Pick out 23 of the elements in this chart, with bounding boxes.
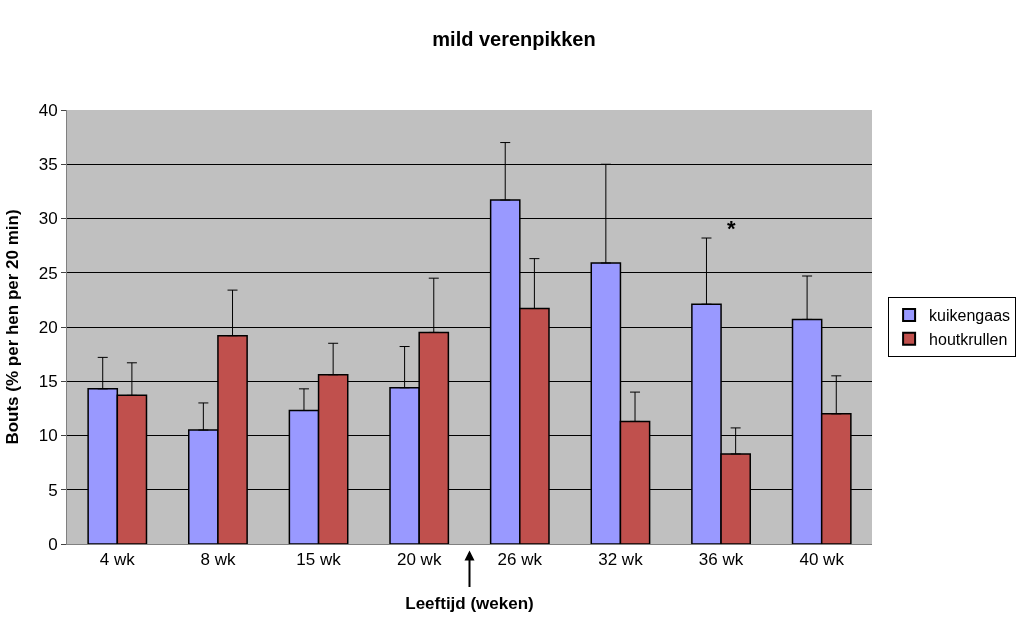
y-tick-label: 0 bbox=[48, 534, 58, 554]
x-tick-label: 20 wk bbox=[396, 550, 442, 570]
x-tick-label: 15 wk bbox=[296, 550, 342, 570]
y-tick-label: 30 bbox=[38, 209, 58, 229]
chart-title: mild verenpikken bbox=[432, 27, 596, 50]
y-tick-label: 40 bbox=[38, 100, 58, 120]
x-tick-label: 40 wk bbox=[799, 550, 845, 570]
y-tick-label: 5 bbox=[48, 480, 58, 500]
y-tick-label: 35 bbox=[38, 155, 58, 175]
legend-label: kuikengaas bbox=[929, 307, 1011, 325]
y-tick-label: 10 bbox=[38, 426, 58, 446]
annotation: * bbox=[727, 216, 736, 241]
x-tick-label: 8 wk bbox=[200, 550, 236, 570]
x-tick-label: 32 wk bbox=[598, 550, 644, 570]
y-axis-title: Bouts (% per hen per 20 min) bbox=[3, 209, 23, 445]
y-tick-label: 20 bbox=[38, 317, 58, 337]
x-tick-label: 26 wk bbox=[497, 550, 543, 570]
x-axis-title: Leeftijd (weken) bbox=[405, 593, 534, 613]
y-tick-label: 25 bbox=[38, 263, 58, 283]
x-tick-label: 4 wk bbox=[99, 550, 136, 570]
x-tick-label: 36 wk bbox=[698, 550, 744, 570]
y-tick-label: 15 bbox=[38, 372, 58, 392]
legend-label: houtkrullen bbox=[929, 330, 1008, 348]
